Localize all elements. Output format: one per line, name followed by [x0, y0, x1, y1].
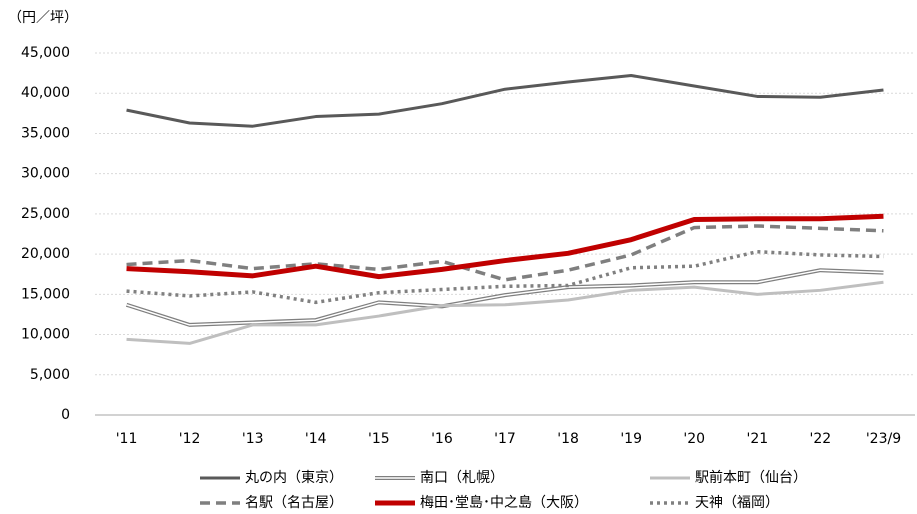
y-tick-label: 25,000 — [21, 206, 70, 222]
y-tick-label: 40,000 — [21, 85, 70, 101]
legend-label: 駅前本町（仙台） — [695, 469, 807, 486]
x-tick-label: '21 — [746, 431, 768, 447]
series-line — [126, 213, 884, 280]
y-tick-label: 30,000 — [21, 166, 70, 182]
series-line — [126, 249, 884, 305]
series-line — [126, 224, 884, 282]
legend-label: 名駅（名古屋） — [245, 495, 343, 511]
y-tick-label: 15,000 — [21, 286, 70, 302]
y-tick-label: 20,000 — [21, 246, 70, 262]
series-line — [126, 74, 884, 128]
y-tick-label: 0 — [61, 407, 70, 423]
x-tick-label: '15 — [368, 431, 390, 447]
x-tick-label: '19 — [620, 431, 642, 447]
y-unit: （円／坪） — [8, 10, 78, 26]
legend-label: 梅田･堂島･中之島（大阪） — [420, 495, 588, 511]
x-tick-label: '17 — [494, 431, 516, 447]
y-tick-label: 45,000 — [21, 45, 70, 61]
legend-label: 南口（札幌） — [420, 470, 504, 486]
x-tick-label: '14 — [305, 431, 327, 447]
y-tick-label: 10,000 — [21, 327, 70, 343]
legend-label: 丸の内（東京） — [245, 470, 343, 486]
y-tick-label: 35,000 — [21, 125, 70, 141]
series-line — [126, 280, 884, 345]
x-tick-label: '18 — [557, 431, 579, 447]
x-tick-label: '22 — [810, 431, 832, 447]
series-line-inner — [126, 269, 884, 326]
x-tick-label: '23/9 — [866, 431, 901, 447]
x-tick-label: '20 — [683, 431, 705, 447]
x-tick-label: '16 — [431, 431, 453, 447]
y-tick-label: 5,000 — [30, 367, 70, 383]
series-line — [125, 268, 884, 327]
legend-label: 天神（福岡） — [695, 495, 779, 511]
x-tick-label: '13 — [242, 431, 264, 447]
x-tick-label: '12 — [179, 431, 201, 447]
x-tick-label: '11 — [116, 431, 138, 447]
